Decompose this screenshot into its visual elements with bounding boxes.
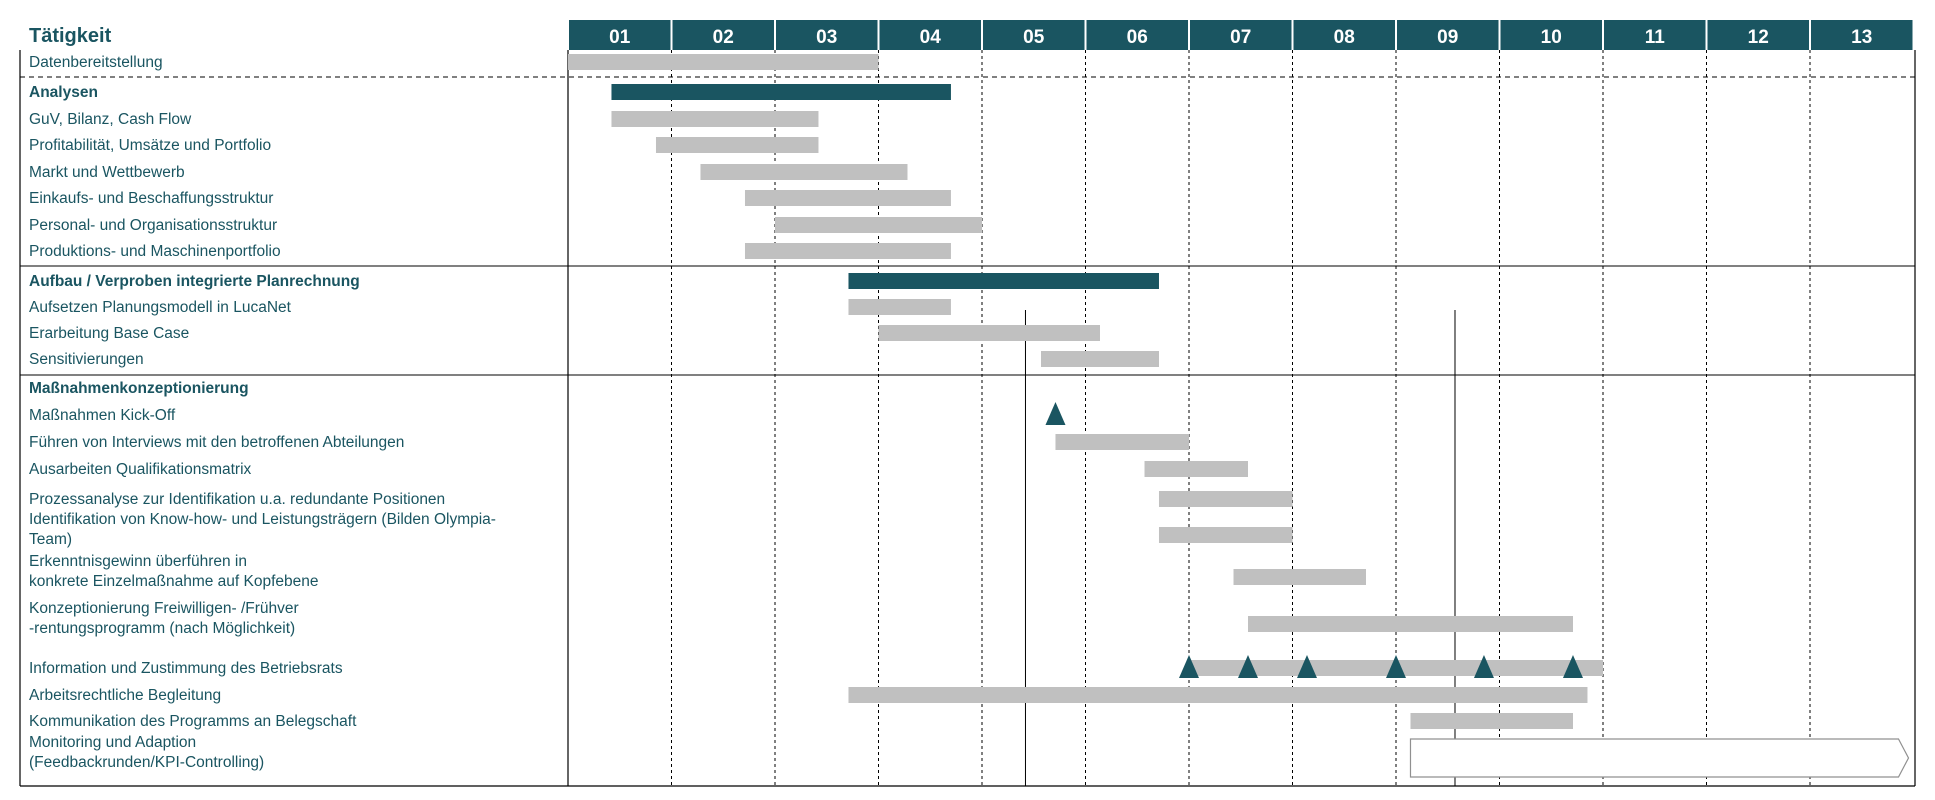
month-header-cell	[1604, 20, 1706, 50]
task-label: (Feedbackrunden/KPI-Controlling)	[29, 754, 264, 771]
task-bar	[611, 111, 819, 127]
month-header-cell	[776, 20, 878, 50]
section-label: Aufbau / Verproben integrierte Planrechn…	[29, 273, 360, 290]
section-bar	[848, 273, 1159, 289]
task-label: Produktions- und Maschinenportfolio	[29, 243, 281, 260]
month-header-cell	[1397, 20, 1499, 50]
task-label: Führen von Interviews mit den betroffene…	[29, 434, 404, 451]
task-label: Ausarbeiten Qualifikationsmatrix	[29, 461, 252, 478]
month-label: 01	[609, 27, 631, 48]
task-bar	[1410, 713, 1573, 729]
task-bar	[1158, 491, 1293, 507]
month-label: 04	[920, 27, 942, 48]
task-bars	[568, 54, 1910, 778]
task-labels: Datenbereitstellung Analysen GuV, Bilanz, …	[29, 54, 496, 771]
task-bar	[1144, 461, 1248, 477]
task-bar	[1040, 351, 1159, 367]
section-label: Analysen	[29, 84, 98, 101]
task-label: Erkenntnisgewinn überführen in	[29, 553, 247, 570]
section-bar	[611, 84, 951, 100]
task-label: Information und Zustimmung des Betriebsr…	[29, 660, 343, 677]
task-label: Konzeptionierung Freiwilligen- /Frühver	[29, 600, 299, 617]
milestone-marker	[1179, 655, 1199, 678]
milestone-marker	[1045, 402, 1066, 425]
task-label: Personal- und Organisationsstruktur	[29, 217, 277, 234]
task-bar	[744, 190, 951, 206]
task-label: Arbeitsrechtliche Begleitung	[29, 687, 221, 704]
month-label: 08	[1334, 27, 1355, 48]
milestone-marker	[1237, 655, 1258, 678]
month-header: 01 02 03 04 05 06 07 08 09 10 11 12 13	[569, 20, 1913, 50]
task-label: Sensitivierungen	[29, 351, 144, 368]
task-bar	[775, 217, 982, 233]
month-header-cell	[1811, 20, 1913, 50]
section-label: Maßnahmenkonzeptionierung	[29, 380, 249, 397]
task-label: Profitabilität, Umsätze und Portfolio	[29, 137, 271, 154]
milestone-marker	[1296, 655, 1317, 678]
ongoing-arrow	[1409, 738, 1910, 778]
month-header-cell	[1086, 20, 1188, 50]
task-label: Maßnahmen Kick-Off	[29, 407, 176, 424]
task-label: Markt und Wettbewerb	[29, 164, 185, 181]
task-bar	[848, 687, 1588, 703]
month-label: 12	[1748, 27, 1769, 48]
milestone-marker	[1562, 655, 1583, 678]
task-bar	[1233, 569, 1366, 585]
task-bar	[744, 243, 951, 259]
month-label: 05	[1023, 27, 1045, 48]
month-header-cell	[983, 20, 1085, 50]
month-header-cell	[1500, 20, 1602, 50]
task-label: Datenbereitstellung	[29, 54, 163, 71]
task-label: Monitoring und Adaption	[29, 734, 196, 751]
chart-title: Tätigkeit	[29, 25, 112, 47]
task-label: Erarbeitung Base Case	[29, 325, 189, 342]
task-bar	[1247, 616, 1573, 632]
month-header-cell	[1293, 20, 1395, 50]
month-header-cell	[1707, 20, 1809, 50]
month-label: 07	[1230, 27, 1251, 48]
task-bar	[878, 325, 1100, 341]
month-header-cell	[672, 20, 774, 50]
task-label: Kommunikation des Programms an Belegscha…	[29, 713, 357, 730]
task-bar	[1158, 527, 1293, 543]
month-label: 06	[1127, 27, 1148, 48]
task-bar	[848, 299, 951, 315]
month-label: 10	[1541, 27, 1562, 48]
task-label: Aufsetzen Planungsmodell in LucaNet	[29, 299, 292, 316]
task-label: -rentungsprogramm (nach Möglichkeit)	[29, 620, 295, 637]
month-label: 11	[1645, 27, 1666, 48]
milestone-marker	[1386, 655, 1406, 678]
task-label: Team)	[29, 531, 72, 548]
task-label: Identifikation von Know-how- und Leistun…	[29, 511, 496, 528]
month-header-cell	[879, 20, 981, 50]
milestone-marker	[1473, 655, 1494, 678]
month-label: 13	[1851, 27, 1872, 48]
task-bar	[700, 164, 908, 180]
task-label: Einkaufs- und Beschaffungsstruktur	[29, 190, 273, 207]
task-label: GuV, Bilanz, Cash Flow	[29, 111, 192, 128]
month-header-cell	[569, 20, 671, 50]
month-label: 09	[1437, 27, 1458, 48]
task-bar	[655, 137, 819, 153]
task-bar	[568, 54, 879, 70]
task-label: Prozessanalyse zur Identifikation u.a. r…	[29, 491, 445, 508]
month-label: 02	[713, 27, 734, 48]
month-label: 03	[816, 27, 837, 48]
task-label: konkrete Einzelmaßnahme auf Kopfebene	[29, 573, 319, 590]
month-header-cell	[1190, 20, 1292, 50]
task-bar	[1055, 434, 1189, 450]
